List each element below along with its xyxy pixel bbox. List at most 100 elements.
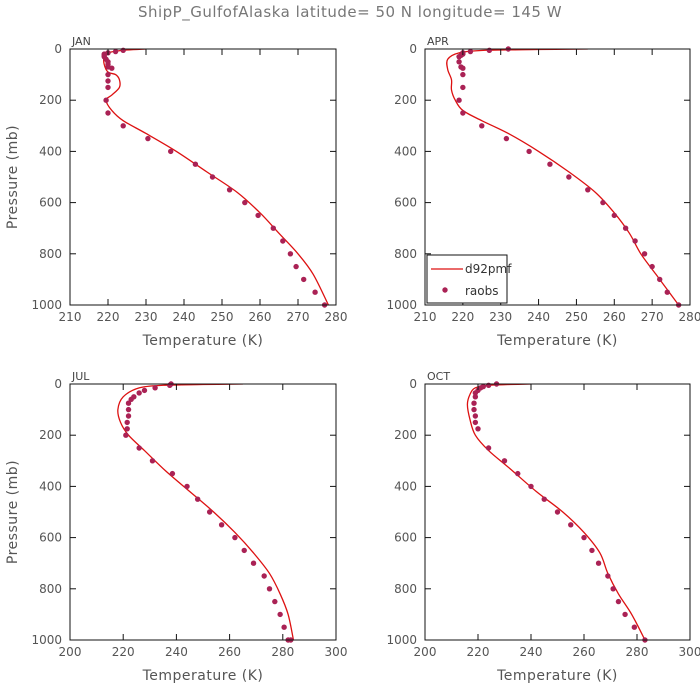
x-tick-label: 200 bbox=[59, 645, 82, 659]
obs-point bbox=[167, 382, 173, 388]
obs-point bbox=[622, 225, 629, 231]
x-tick-label: 280 bbox=[679, 310, 700, 324]
chart-panel-jan: 210 220 230 240 250 260 270 280 0 200 400 600 800 100… bbox=[5, 35, 347, 349]
obs-point bbox=[471, 406, 477, 413]
x-tick-label: 220 bbox=[467, 645, 490, 659]
obs-point bbox=[622, 611, 628, 618]
x-tick-label: 240 bbox=[520, 645, 543, 659]
x-tick-label: 270 bbox=[641, 310, 664, 324]
obs-point bbox=[242, 199, 248, 206]
x-axis-label: Temperature (K) bbox=[142, 668, 264, 684]
x-tick-label: 260 bbox=[249, 310, 272, 324]
obs-point bbox=[125, 406, 132, 413]
obs-point bbox=[501, 458, 508, 464]
obs-point bbox=[467, 48, 474, 55]
obs-point bbox=[194, 496, 201, 502]
x-tick-label: 230 bbox=[489, 310, 512, 324]
x-tick-label: 280 bbox=[325, 310, 348, 324]
x-tick-label: 200 bbox=[414, 645, 437, 659]
x-tick-label: 280 bbox=[626, 645, 649, 659]
x-tick-label: 240 bbox=[527, 310, 550, 324]
obs-point bbox=[124, 426, 130, 432]
obs-point bbox=[266, 586, 273, 592]
y-tick-label: 600 bbox=[39, 531, 62, 545]
y-tick-label: 800 bbox=[394, 582, 417, 596]
obs-point bbox=[581, 534, 587, 541]
obs-point bbox=[649, 263, 655, 270]
obs-point bbox=[456, 53, 462, 60]
obs-point bbox=[123, 432, 129, 438]
y-tick-label: 200 bbox=[394, 93, 417, 107]
obs-point bbox=[472, 419, 479, 426]
legend: d92pmf raobs bbox=[426, 254, 512, 304]
y-tick-label: 0 bbox=[409, 42, 417, 56]
obs-point bbox=[136, 445, 142, 451]
y-tick-label: 1000 bbox=[386, 298, 417, 312]
obs-point bbox=[141, 387, 148, 394]
y-tick-label: 800 bbox=[394, 247, 417, 261]
y-tick-label: 600 bbox=[394, 196, 417, 210]
obs-point bbox=[631, 624, 638, 630]
y-tick-label: 200 bbox=[39, 93, 62, 107]
x-tick-label: 270 bbox=[287, 310, 310, 324]
y-tick-label: 800 bbox=[39, 247, 62, 261]
y-tick-label: 600 bbox=[394, 531, 417, 545]
x-tick-label: 240 bbox=[173, 310, 196, 324]
obs-point bbox=[632, 238, 638, 244]
obs-point bbox=[168, 148, 174, 155]
x-tick-label: 220 bbox=[451, 310, 474, 324]
y-tick-label: 400 bbox=[39, 144, 62, 158]
obs-point bbox=[528, 483, 534, 490]
chart-panel-oct: 200 220 240 260 280 300 0 200 400 600 800 1000 OCT Te… bbox=[386, 370, 700, 684]
obs-point bbox=[472, 390, 479, 396]
panel-label: OCT bbox=[427, 370, 450, 383]
obs-point bbox=[456, 97, 462, 103]
x-tick-label: 210 bbox=[414, 310, 437, 324]
obs-point bbox=[301, 276, 307, 283]
x-axis-label: Temperature (K) bbox=[496, 668, 618, 684]
obs-point bbox=[485, 382, 492, 388]
y-tick-label: 800 bbox=[39, 582, 62, 596]
y-tick-label: 200 bbox=[394, 428, 417, 442]
obs-point bbox=[232, 534, 238, 541]
legend-box bbox=[426, 254, 508, 304]
obs-point bbox=[112, 48, 119, 55]
y-tick-label: 1000 bbox=[31, 633, 62, 647]
y-tick-label: 200 bbox=[39, 428, 62, 442]
x-tick-label: 250 bbox=[211, 310, 234, 324]
obs-point bbox=[312, 289, 318, 295]
obs-point bbox=[589, 547, 595, 554]
chart-panel-jul: 200 220 240 260 280 300 0 200 400 600 800 1000 JUL Te… bbox=[5, 370, 347, 684]
obs-point bbox=[664, 289, 670, 295]
y-tick-label: 1000 bbox=[386, 633, 417, 647]
plot-frame bbox=[69, 48, 337, 306]
obs-point bbox=[615, 598, 622, 605]
y-tick-label: 400 bbox=[394, 144, 417, 158]
obs-point bbox=[472, 413, 479, 419]
x-tick-label: 220 bbox=[112, 645, 135, 659]
obs-point bbox=[547, 161, 553, 167]
obs-point bbox=[226, 187, 233, 193]
x-axis-label: Temperature (K) bbox=[496, 333, 618, 349]
obs-point bbox=[486, 47, 493, 53]
obs-point bbox=[541, 496, 547, 502]
obs-point bbox=[145, 135, 151, 142]
obs-point bbox=[460, 71, 466, 78]
obs-point bbox=[460, 84, 466, 91]
obs-point bbox=[105, 84, 111, 91]
x-tick-label: 250 bbox=[565, 310, 588, 324]
obs-point bbox=[610, 586, 616, 592]
obs-point bbox=[568, 522, 574, 528]
obs-point bbox=[585, 187, 591, 193]
obs-point bbox=[149, 458, 156, 464]
obs-point bbox=[526, 148, 532, 155]
obs-point bbox=[471, 400, 477, 406]
model-line-jul bbox=[117, 384, 295, 640]
x-tick-label: 210 bbox=[59, 310, 82, 324]
obs-point bbox=[261, 573, 267, 579]
obs-point bbox=[270, 225, 276, 231]
panels: 210 220 230 240 250 260 270 280 0 200 400 600 800 100… bbox=[5, 35, 700, 684]
figure-title: ShipP_GulfofAlaska latitude= 50 N longit… bbox=[138, 3, 562, 22]
obs-point bbox=[595, 560, 602, 566]
